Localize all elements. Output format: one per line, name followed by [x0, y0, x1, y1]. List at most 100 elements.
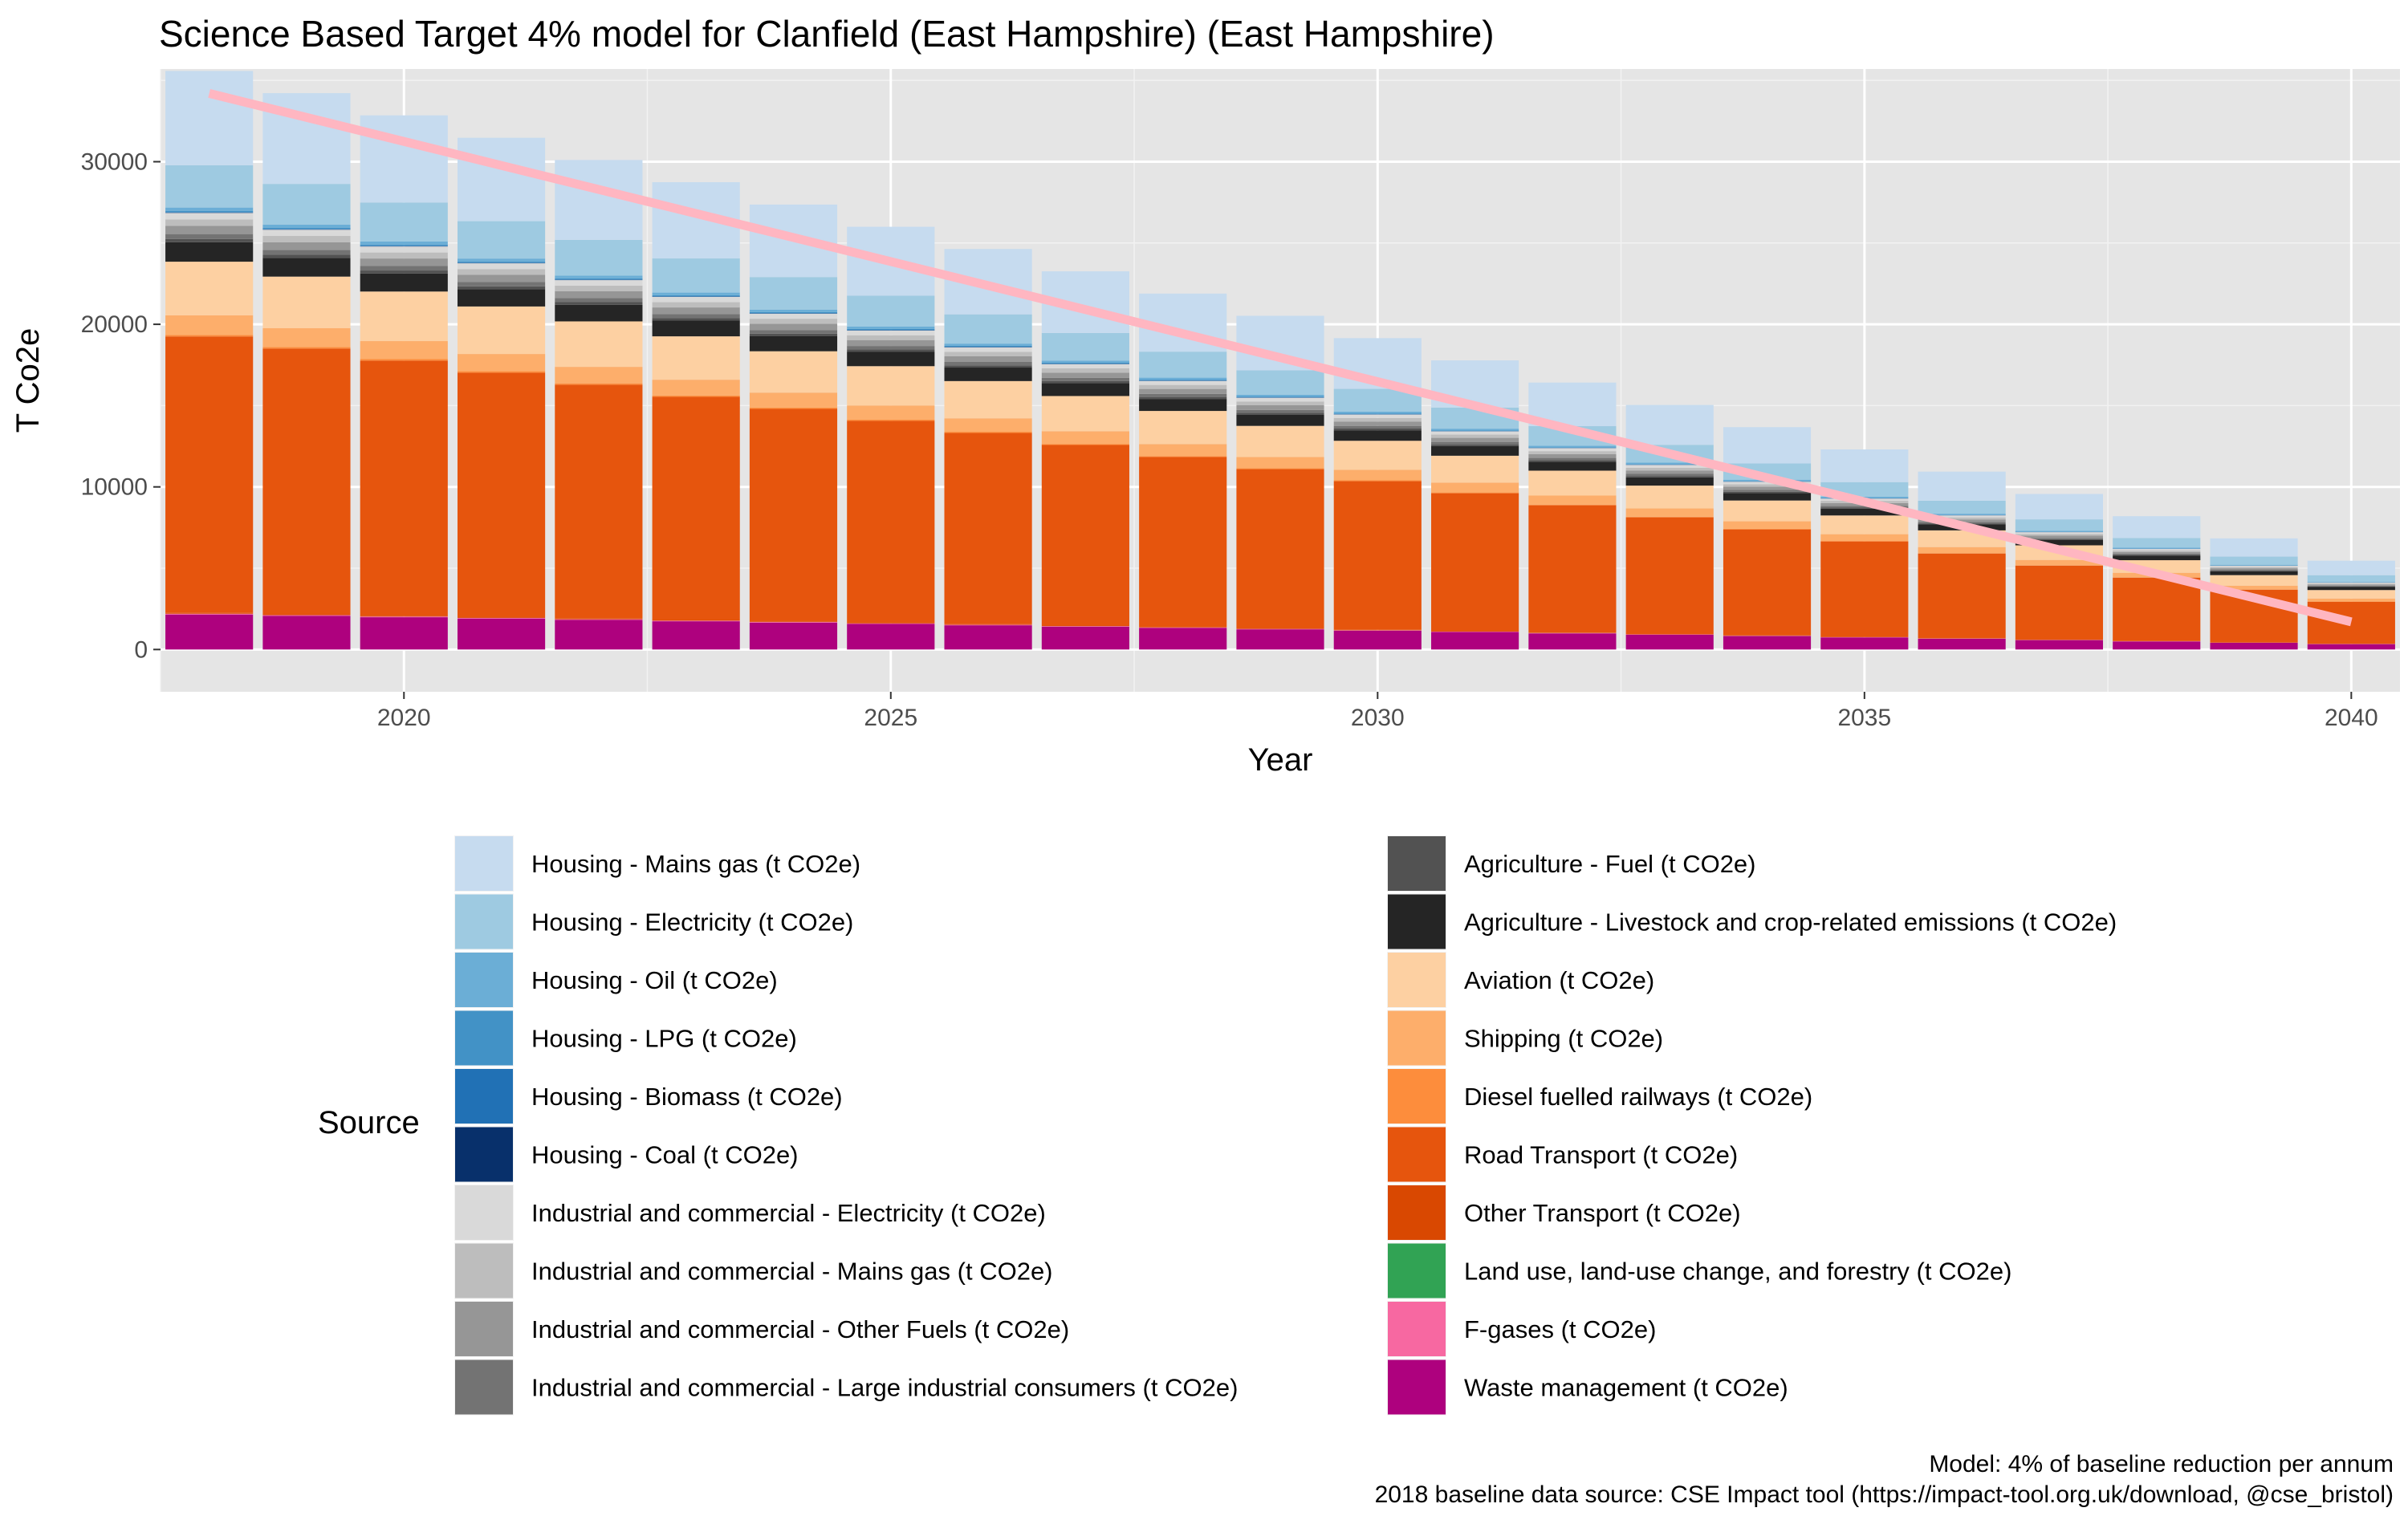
bar-segment-agriculture-fuel-2028: [1139, 396, 1227, 400]
legend-swatch: [1388, 1127, 1446, 1182]
bar-segment-industrial-and-commercial-other-fuels-2032: [1528, 453, 1617, 458]
x-tick-label: 2030: [1351, 705, 1405, 731]
bar-segment-housing-oil-2021: [457, 258, 546, 262]
bar-segment-aviation-2021: [457, 306, 546, 355]
legend-item-aviation: Aviation (t CO2e): [1387, 952, 1654, 1008]
bar-segment-waste-management-2025: [847, 624, 935, 650]
bar-segment-agriculture-livestock-and-crop-related-emissions-2018: [165, 242, 254, 262]
legend-item-housing-lpg: Housing - LPG (t CO2e): [454, 1010, 797, 1067]
bar-segment-industrial-and-commercial-other-fuels-2019: [262, 242, 351, 250]
bar-segment-f-gases-2024: [749, 622, 838, 623]
bar-segment-industrial-and-commercial-mains-gas-2020: [360, 252, 448, 259]
bar-segment-road-transport-2024: [749, 408, 838, 622]
bar-segment-housing-electricity-2029: [1236, 370, 1324, 395]
bar-segment-industrial-and-commercial-mains-gas-2027: [1041, 368, 1129, 373]
bar-segment-agriculture-livestock-and-crop-related-emissions-2020: [360, 273, 448, 292]
bar-segment-housing-electricity-2024: [749, 277, 838, 310]
legend-item-agriculture-livestock-and-crop-related-emissions: Agriculture - Livestock and crop-related…: [1387, 893, 2117, 950]
bar-segment-other-transport-2022: [555, 618, 643, 620]
bar-segment-waste-management-2036: [1918, 638, 2006, 650]
bar-segment-housing-mains-gas-2039: [2210, 538, 2298, 557]
bar-segment-industrial-and-commercial-large-industrial-consumers-2037: [2015, 538, 2104, 539]
bar-segment-housing-biomass-2021: [457, 262, 546, 263]
bar-segment-road-transport-2018: [165, 336, 254, 613]
x-axis: 2020 2025 2030 2035 2040: [377, 692, 2378, 731]
bar-segment-agriculture-fuel-2026: [944, 365, 1032, 368]
bar-segment-waste-management-2040: [2307, 644, 2395, 650]
bar-segment-industrial-and-commercial-electricity-2024: [749, 313, 838, 319]
y-tick-label: 30000: [81, 148, 148, 175]
legend-label: Land use, land-use change, and forestry …: [1464, 1258, 2011, 1286]
bar-segment-road-transport-2035: [1820, 541, 1909, 637]
bar-segment-waste-management-2021: [457, 618, 546, 650]
bar-segment-f-gases-2021: [457, 617, 546, 619]
x-tick-label: 2025: [864, 705, 917, 731]
bar-segment-aviation-2031: [1431, 455, 1519, 483]
bar-segment-shipping-2023: [652, 380, 740, 396]
legend-swatch: [1388, 1185, 1446, 1240]
bar-segment-road-transport-2023: [652, 396, 740, 620]
bar-segment-road-transport-2037: [2015, 565, 2104, 640]
bar-segment-diesel-fuelled-railways-2026: [944, 432, 1032, 433]
bar-segment-diesel-fuelled-railways-2023: [652, 395, 740, 397]
bar-segment-housing-electricity-2021: [457, 221, 546, 259]
x-tick-label: 2020: [377, 705, 431, 731]
bar-segment-agriculture-fuel-2027: [1041, 380, 1129, 384]
bar-segment-shipping-2040: [2307, 598, 2395, 602]
bar-segment-shipping-2034: [1723, 521, 1812, 529]
bar-segment-aviation-2020: [360, 291, 448, 342]
bar-segment-housing-oil-2026: [944, 343, 1032, 346]
bar-segment-industrial-and-commercial-large-industrial-consumers-2033: [1625, 473, 1714, 477]
bar-segment-agriculture-fuel-2030: [1333, 428, 1422, 431]
legend-label: Industrial and commercial - Electricity …: [531, 1199, 1046, 1227]
x-axis-title: Year: [1248, 742, 1313, 778]
bar-segment-f-gases-2029: [1236, 628, 1324, 630]
bar-segment-aviation-2022: [555, 321, 643, 368]
bar-segment-agriculture-fuel-2024: [749, 333, 838, 336]
bar-segment-shipping-2025: [847, 405, 935, 420]
legend-item-land-use-land-use-change-and-forestry: Land use, land-use change, and forestry …: [1387, 1242, 2011, 1299]
bar-segment-industrial-and-commercial-electricity-2036: [1918, 515, 2006, 518]
bar-segment-housing-oil-2020: [360, 241, 448, 245]
bar-segment-aviation-2035: [1820, 515, 1909, 534]
bar-segment-housing-electricity-2025: [847, 295, 935, 327]
bar-segment-shipping-2019: [262, 327, 351, 347]
chart-title: Science Based Target 4% model for Clanfi…: [159, 13, 1495, 55]
bar-segment-agriculture-livestock-and-crop-related-emissions-2028: [1139, 399, 1227, 412]
bar-segment-industrial-and-commercial-other-fuels-2023: [652, 307, 740, 315]
bar-segment-housing-mains-gas-2020: [360, 115, 448, 203]
bar-segment-industrial-and-commercial-large-industrial-consumers-2021: [457, 282, 546, 287]
bar-segment-industrial-and-commercial-electricity-2022: [555, 280, 643, 286]
bar-segment-housing-electricity-2018: [165, 165, 254, 208]
bar-segment-industrial-and-commercial-other-fuels-2026: [944, 356, 1032, 363]
bar-segment-diesel-fuelled-railways-2031: [1431, 492, 1519, 494]
legend: Housing - Mains gas (t CO2e) Housing - El…: [454, 835, 2117, 1416]
bar-segment-shipping-2026: [944, 418, 1032, 433]
bar-segment-agriculture-livestock-and-crop-related-emissions-2025: [847, 352, 935, 367]
legend-item-housing-biomass: Housing - Biomass (t CO2e): [454, 1068, 843, 1124]
bar-segment-housing-electricity-2037: [2015, 519, 2104, 531]
bar-segment-waste-management-2020: [360, 617, 448, 650]
bar-segment-housing-oil-2027: [1041, 360, 1129, 363]
bar-segment-housing-lpg-2029: [1236, 396, 1324, 398]
bar-segment-aviation-2026: [944, 380, 1032, 419]
bar-segment-waste-management-2032: [1528, 633, 1617, 650]
bar-segment-housing-mains-gas-2021: [457, 137, 546, 221]
bar-segment-industrial-and-commercial-other-fuels-2025: [847, 339, 935, 347]
bar-segment-agriculture-fuel-2019: [262, 254, 351, 258]
bar-segment-aviation-2018: [165, 262, 254, 315]
bar-segment-housing-oil-2029: [1236, 394, 1324, 397]
bar-segment-housing-lpg-2020: [360, 244, 448, 246]
bar-segment-industrial-and-commercial-electricity-2019: [262, 230, 351, 237]
bar-segment-industrial-and-commercial-electricity-2026: [944, 347, 1032, 352]
bar-segment-diesel-fuelled-railways-2025: [847, 419, 935, 421]
bar-segment-shipping-2021: [457, 354, 546, 372]
bar-segment-other-transport-2026: [944, 624, 1032, 625]
bar-segment-agriculture-livestock-and-crop-related-emissions-2035: [1820, 508, 1909, 516]
legend-label: Housing - Biomass (t CO2e): [531, 1083, 843, 1111]
y-tick-label: 0: [134, 636, 148, 663]
bar-segment-housing-mains-gas-2033: [1625, 404, 1714, 445]
bar-segment-industrial-and-commercial-electricity-2023: [652, 296, 740, 303]
bar-segment-road-transport-2036: [1918, 553, 2006, 639]
bar-segment-industrial-and-commercial-large-industrial-consumers-2028: [1139, 393, 1227, 397]
